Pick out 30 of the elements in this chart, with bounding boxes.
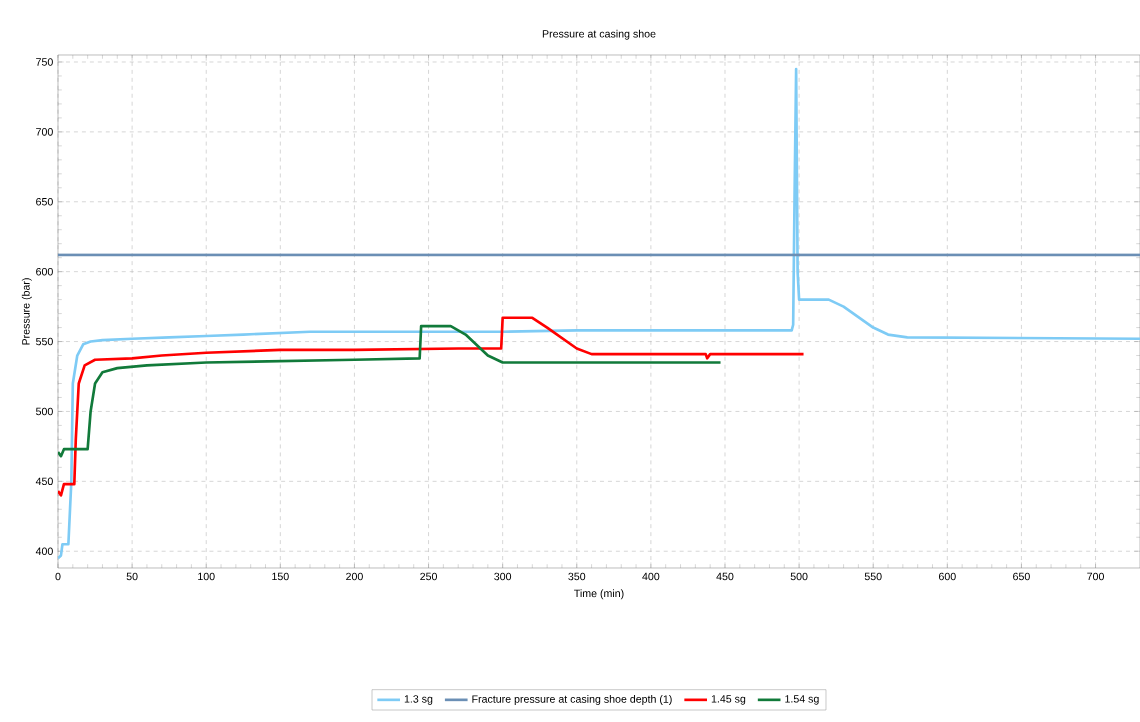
legend-label: 1.45 sg xyxy=(711,695,746,705)
x-tick-label: 350 xyxy=(568,572,586,581)
y-tick-label: 450 xyxy=(35,477,53,486)
x-tick-label: 200 xyxy=(346,572,363,581)
x-tick-label: 100 xyxy=(198,572,215,581)
x-tick-label: 500 xyxy=(790,572,808,581)
x-tick-label: 600 xyxy=(938,572,956,581)
x-tick-label: 400 xyxy=(642,572,660,581)
x-axis-title: Time (min) xyxy=(574,589,624,600)
y-axis-title: Pressure (bar) xyxy=(21,278,32,345)
x-tick-label: 450 xyxy=(716,572,734,581)
y-tick-label: 700 xyxy=(36,128,53,136)
y-tick-label: 500 xyxy=(35,407,53,416)
x-tick-label: 650 xyxy=(1013,572,1030,581)
y-tick-label: 550 xyxy=(35,337,53,346)
x-tick-label: 300 xyxy=(494,572,512,581)
legend-label: Fracture pressure at casing shoe depth (1) xyxy=(472,694,672,705)
y-tick-label: 750 xyxy=(36,58,53,66)
x-tick-label: 0 xyxy=(55,572,61,581)
x-tick-label: 250 xyxy=(420,572,437,581)
x-tick-label: 700 xyxy=(1087,572,1104,581)
x-tick-label: 50 xyxy=(126,572,138,581)
chart-title: Pressure at casing shoe xyxy=(542,29,656,40)
y-tick-label: 400 xyxy=(35,547,53,555)
x-tick-label: 550 xyxy=(864,572,882,581)
y-tick-label: 600 xyxy=(36,267,53,276)
y-tick-label: 650 xyxy=(36,198,53,206)
legend-label: 1.3 sg xyxy=(404,695,433,705)
legend-label: 1.54 sg xyxy=(785,695,819,705)
x-tick-label: 150 xyxy=(272,572,289,581)
